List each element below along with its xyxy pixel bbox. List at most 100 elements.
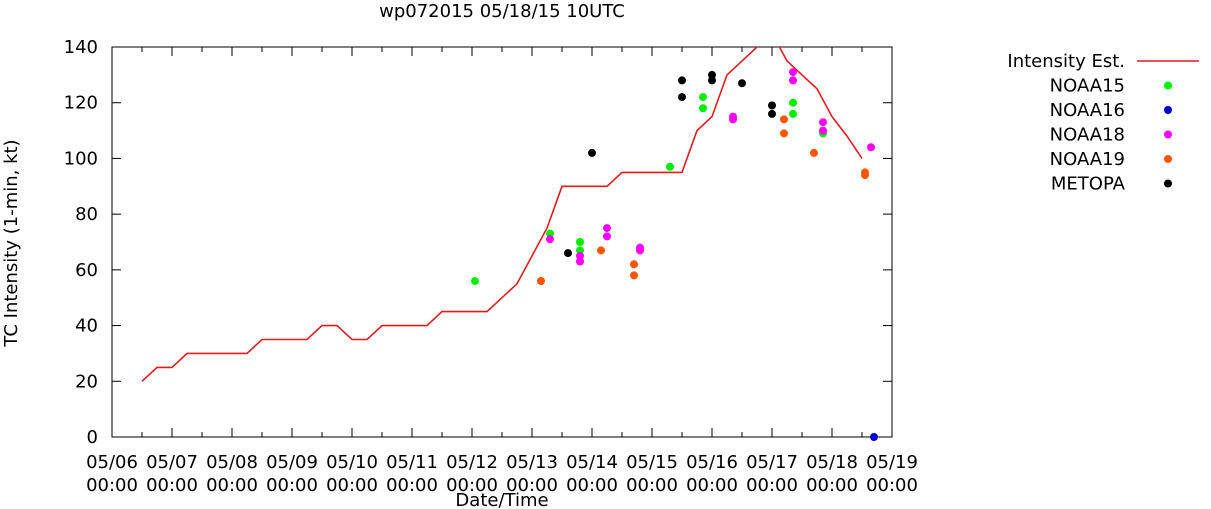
y-tick-label: 20 xyxy=(75,371,98,392)
legend-label: Intensity Est. xyxy=(1007,51,1125,72)
y-tick-label: 0 xyxy=(87,427,98,448)
data-point xyxy=(603,224,611,233)
data-point xyxy=(588,148,596,157)
data-point xyxy=(537,277,545,285)
data-point xyxy=(564,249,572,258)
data-point xyxy=(789,98,797,107)
x-tick-date: 05/15 xyxy=(626,452,678,473)
data-point xyxy=(819,126,827,135)
y-tick-label: 60 xyxy=(75,260,98,281)
data-point xyxy=(471,277,479,285)
x-tick-time: 00:00 xyxy=(326,475,378,496)
x-tick-date: 05/17 xyxy=(746,452,798,473)
data-point xyxy=(738,79,746,88)
legend-label: NOAA18 xyxy=(1050,125,1125,146)
data-point xyxy=(666,162,674,171)
data-point xyxy=(867,143,875,152)
x-tick-time: 00:00 xyxy=(806,475,858,496)
x-tick-time: 00:00 xyxy=(446,475,498,496)
legend-swatch-dot xyxy=(1164,130,1172,139)
x-tick-date: 05/14 xyxy=(566,452,618,473)
legend-swatch-dot xyxy=(1164,155,1172,163)
legend-label: NOAA16 xyxy=(1050,100,1125,121)
data-point xyxy=(636,246,644,255)
legend: Intensity Est. NOAA15 NOAA16 NOAA18 NOAA19 ME… xyxy=(1007,51,1199,195)
data-point xyxy=(810,148,818,157)
x-tick-date: 05/09 xyxy=(266,452,318,473)
x-tick-time: 00:00 xyxy=(686,475,738,496)
x-tick-date: 05/16 xyxy=(686,452,738,473)
x-tick-time: 00:00 xyxy=(146,475,198,496)
intensity-line xyxy=(141,47,863,382)
x-tick-time: 00:00 xyxy=(506,475,558,496)
x-tick-time: 00:00 xyxy=(86,475,138,496)
data-point xyxy=(630,260,638,269)
data-point xyxy=(870,433,878,441)
data-point xyxy=(768,109,776,118)
data-point xyxy=(729,115,737,124)
x-tick-date: 05/10 xyxy=(326,452,378,473)
data-point xyxy=(630,271,638,280)
data-point xyxy=(678,93,686,102)
series-intensity-est- xyxy=(141,47,863,382)
data-point xyxy=(576,251,584,260)
data-point xyxy=(576,257,584,266)
series-noaa15 xyxy=(471,93,827,285)
y-tick-label: 100 xyxy=(64,148,98,169)
data-point xyxy=(699,104,707,113)
x-tick-time: 00:00 xyxy=(866,475,918,496)
data-point xyxy=(546,235,554,244)
axes: 02040608010012014005/0600:0005/0700:0005… xyxy=(64,37,918,496)
x-tick-date: 05/11 xyxy=(386,452,438,473)
data-point xyxy=(789,76,797,85)
data-point xyxy=(768,101,776,110)
plot-series xyxy=(141,47,878,441)
y-tick-label: 40 xyxy=(75,316,98,337)
series-noaa18 xyxy=(546,68,875,266)
y-tick-label: 80 xyxy=(75,204,98,225)
series-metopa xyxy=(564,70,776,258)
data-point xyxy=(780,129,788,138)
legend-swatch-dot xyxy=(1164,81,1172,90)
data-point xyxy=(678,76,686,85)
x-tick-date: 05/19 xyxy=(866,452,918,473)
x-tick-date: 05/06 xyxy=(86,452,138,473)
chart-title: wp072015 05/18/15 10UTC xyxy=(379,1,625,22)
data-point xyxy=(789,109,797,118)
x-tick-time: 00:00 xyxy=(626,475,678,496)
y-tick-label: 120 xyxy=(64,93,98,114)
data-point xyxy=(546,229,554,238)
legend-swatch-dot xyxy=(1164,179,1172,188)
data-point xyxy=(708,76,716,85)
y-axis-label: TC Intensity (1-min, kt) xyxy=(1,139,22,347)
data-point xyxy=(708,70,716,79)
data-point xyxy=(780,115,788,124)
data-point xyxy=(576,238,584,246)
data-point xyxy=(861,171,869,180)
legend-label: METOPA xyxy=(1051,174,1126,195)
x-tick-date: 05/08 xyxy=(206,452,258,473)
x-tick-time: 00:00 xyxy=(746,475,798,496)
x-tick-date: 05/13 xyxy=(506,452,558,473)
legend-label: NOAA19 xyxy=(1050,149,1125,170)
x-tick-date: 05/07 xyxy=(146,452,198,473)
data-point xyxy=(789,68,797,77)
series-noaa16 xyxy=(870,433,878,441)
x-tick-date: 05/12 xyxy=(446,452,498,473)
data-point xyxy=(576,246,584,255)
data-point xyxy=(603,232,611,241)
data-point xyxy=(699,93,707,102)
data-point xyxy=(597,246,605,255)
x-tick-time: 00:00 xyxy=(566,475,618,496)
legend-swatch-dot xyxy=(1164,106,1172,114)
x-tick-time: 00:00 xyxy=(266,475,318,496)
series-noaa19 xyxy=(537,115,869,285)
x-tick-time: 00:00 xyxy=(386,475,438,496)
x-tick-time: 00:00 xyxy=(206,475,258,496)
y-tick-label: 140 xyxy=(64,37,98,58)
data-point xyxy=(819,118,827,127)
x-tick-date: 05/18 xyxy=(806,452,858,473)
legend-label: NOAA15 xyxy=(1050,76,1125,97)
x-axis-label: Date/Time xyxy=(455,490,548,509)
